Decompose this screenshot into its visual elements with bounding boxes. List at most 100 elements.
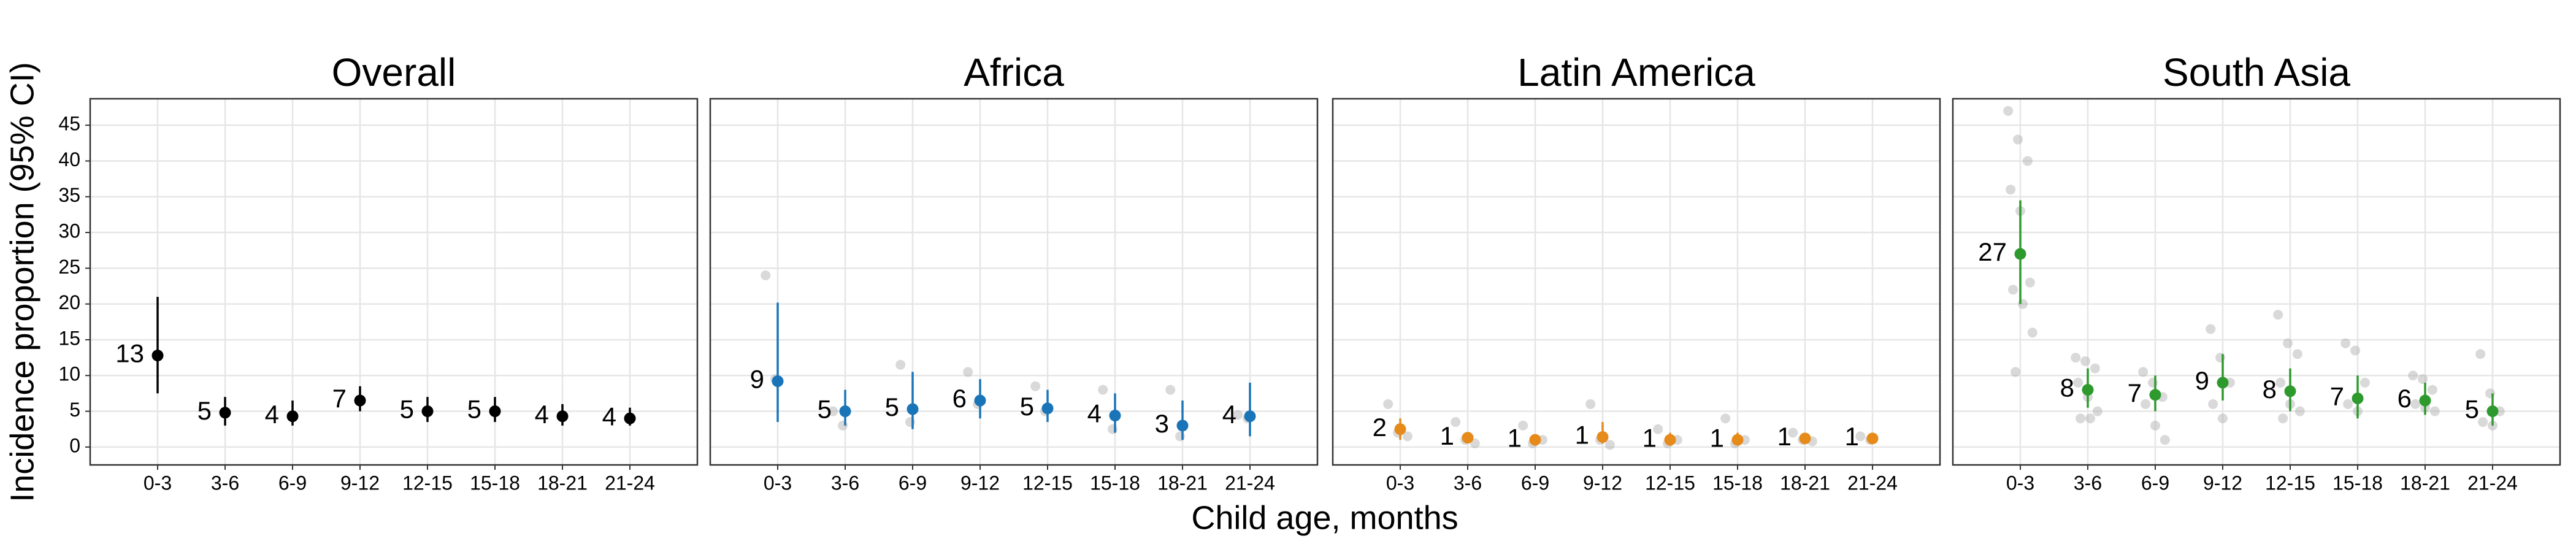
value-label: 9: [750, 365, 764, 394]
study-point: [761, 270, 771, 281]
point-estimate: [1109, 410, 1121, 422]
value-label: 1: [1440, 421, 1454, 450]
study-point: [1470, 439, 1480, 449]
study-point: [1604, 440, 1615, 450]
study-point: [2160, 435, 2170, 445]
value-label: 9: [2195, 366, 2209, 395]
y-tick-label: 0: [69, 434, 80, 456]
value-label: 5: [1020, 392, 1034, 421]
point-estimate: [772, 375, 784, 388]
x-tick-label: 9-12: [1583, 472, 1622, 494]
x-axis-label: Child age, months: [1191, 499, 1458, 536]
x-tick-label: 21-24: [605, 472, 655, 494]
study-point: [1383, 399, 1393, 409]
study-point: [2071, 353, 2081, 363]
x-tick-label: 6-9: [899, 472, 927, 494]
point-estimate: [1866, 432, 1879, 445]
point-estimate: [2014, 248, 2026, 260]
x-tick-label: 21-24: [1225, 472, 1275, 494]
value-label: 4: [1087, 399, 1102, 428]
study-point: [2073, 377, 2083, 388]
value-label: 1: [1777, 422, 1792, 451]
y-tick-label: 35: [58, 184, 80, 206]
panel-title: Overall: [332, 50, 456, 94]
study-point: [1585, 399, 1596, 409]
y-tick-label: 40: [58, 148, 80, 171]
y-tick-label: 5: [69, 399, 80, 421]
y-tick-label: 30: [58, 220, 80, 242]
x-tick-label: 6-9: [278, 472, 307, 494]
point-estimate: [1394, 423, 1406, 435]
study-point: [2429, 406, 2440, 416]
point-estimate: [1597, 431, 1609, 443]
study-point: [895, 359, 906, 370]
study-point: [1402, 431, 1413, 442]
point-estimate: [1462, 432, 1474, 444]
study-point: [2011, 367, 2021, 377]
value-label: 4: [535, 400, 549, 429]
point-estimate: [2149, 389, 2161, 401]
point-estimate: [1731, 434, 1744, 446]
x-tick-label: 6-9: [1521, 472, 1549, 494]
panel-title: South Asia: [2163, 50, 2350, 94]
value-label: 13: [115, 339, 144, 368]
study-point: [1788, 427, 1798, 438]
study-point: [2090, 363, 2100, 374]
point-estimate: [974, 394, 986, 407]
study-point: [2273, 310, 2283, 320]
point-estimate: [489, 405, 501, 418]
study-point: [2076, 413, 2086, 424]
study-point: [1518, 420, 1528, 431]
point-estimate: [1664, 434, 1676, 446]
study-point: [2006, 185, 2016, 195]
x-tick-label: 18-21: [2400, 472, 2450, 494]
point-estimate: [624, 412, 636, 424]
x-tick-label: 12-15: [1645, 472, 1695, 494]
study-point: [2292, 349, 2302, 359]
study-point: [2343, 399, 2353, 409]
study-point: [2003, 105, 2014, 116]
value-label: 1: [1643, 423, 1657, 452]
panel-title: Africa: [964, 50, 1064, 94]
study-point: [2027, 328, 2037, 338]
study-point: [2410, 399, 2421, 409]
study-point: [2208, 399, 2218, 409]
value-label: 3: [1155, 409, 1169, 438]
point-estimate: [556, 410, 569, 423]
study-point: [2359, 377, 2370, 388]
value-label: 8: [2263, 375, 2277, 404]
value-label: 4: [1222, 400, 1236, 429]
point-estimate: [1799, 432, 1811, 445]
study-point: [828, 406, 838, 416]
study-point: [1030, 381, 1041, 391]
value-label: 1: [1575, 421, 1589, 450]
value-label: 1: [1845, 422, 1859, 451]
point-estimate: [219, 407, 231, 419]
value-label: 8: [2060, 374, 2074, 402]
value-label: 27: [1978, 237, 2007, 266]
point-estimate: [2217, 377, 2229, 389]
x-tick-label: 3-6: [831, 472, 859, 494]
study-point: [2278, 413, 2288, 424]
study-point: [2350, 345, 2361, 356]
x-tick-label: 0-3: [764, 472, 792, 494]
x-tick-label: 12-15: [1022, 472, 1073, 494]
x-tick-label: 9-12: [960, 472, 1000, 494]
point-estimate: [907, 403, 919, 415]
value-label: 6: [2398, 384, 2412, 413]
value-label: 5: [467, 395, 481, 424]
study-point: [2150, 420, 2160, 431]
x-tick-label: 15-18: [470, 472, 520, 494]
study-point: [2080, 356, 2091, 366]
value-label: 5: [818, 395, 832, 424]
x-tick-label: 0-3: [2006, 472, 2034, 494]
value-label: 5: [400, 395, 414, 424]
x-tick-label: 21-24: [1847, 472, 1898, 494]
value-label: 6: [953, 384, 967, 413]
panel-border: [89, 98, 699, 466]
y-tick-label: 45: [58, 113, 80, 135]
value-label: 5: [2465, 395, 2479, 424]
y-tick-label: 15: [58, 327, 80, 349]
point-estimate: [2419, 394, 2431, 407]
